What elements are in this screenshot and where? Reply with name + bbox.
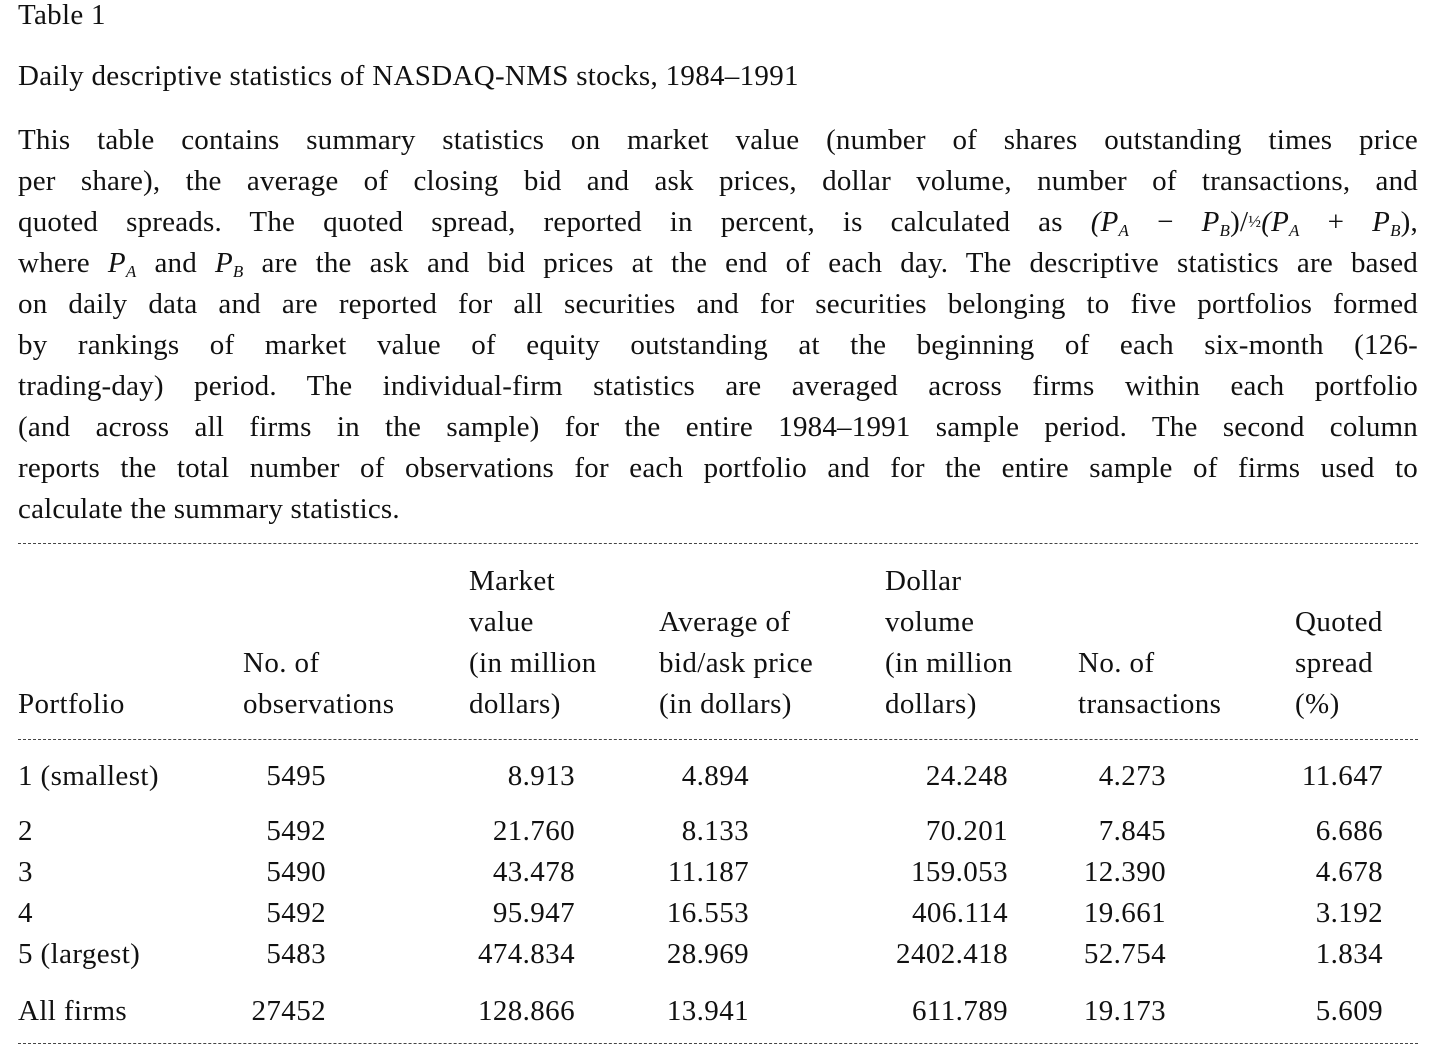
cell-spread-row-6: 5.609 [1315, 995, 1383, 1027]
caption-line-9: reports the total number of observations… [18, 452, 1418, 484]
cell-dollar-volume-row-3: 159.053 [910, 856, 1008, 888]
col-header-avg-price-line-2: Average of [659, 606, 791, 638]
table-bottom-rule [18, 1043, 1418, 1044]
col-header-market-value-line-3: (in million [469, 647, 597, 679]
col-header-market-value-line-1: Market [469, 565, 556, 597]
table-caption: This table contains summary statistics o… [18, 120, 1418, 530]
cell-portfolio-row-4: 4 [18, 897, 33, 929]
cell-spread-row-4: 3.192 [1315, 897, 1383, 929]
col-header-spread-line-2: Quoted [1295, 606, 1383, 638]
cell-market-value-row-6: 128.866 [477, 995, 575, 1027]
cell-avg-price-row-3: 11.187 [667, 856, 749, 888]
cell-observations-row-3: 5490 [266, 856, 326, 888]
cell-spread-row-1: 11.647 [1301, 760, 1383, 792]
cell-transactions-row-5: 52.754 [1083, 938, 1166, 970]
spread-formula: (PA − PB)/½(PA + PB), [1090, 206, 1418, 240]
col-header-dollar-volume-line-4: dollars) [885, 688, 977, 720]
col-header-portfolio-line-4: Portfolio [18, 688, 125, 720]
caption-line-4: where PA and PB are the ask and bid pric… [18, 247, 1418, 281]
col-header-observations-line-3: No. of [243, 647, 320, 679]
cell-avg-price-row-1: 4.894 [681, 760, 749, 792]
cell-spread-row-3: 4.678 [1315, 856, 1383, 888]
cell-dollar-volume-row-5: 2402.418 [896, 938, 1008, 970]
caption-line-10: calculate the summary statistics. [18, 493, 400, 525]
col-header-spread-line-4: (%) [1295, 688, 1340, 720]
caption-line-3: quoted spreads. The quoted spread, repor… [18, 202, 1418, 243]
cell-observations-row-4: 5492 [266, 897, 326, 929]
cell-portfolio-row-1: 1 (smallest) [18, 760, 159, 792]
cell-avg-price-row-6: 13.941 [666, 995, 749, 1027]
cell-portfolio-row-3: 3 [18, 856, 33, 888]
cell-observations-row-2: 5492 [266, 815, 326, 847]
col-header-dollar-volume-line-3: (in million [885, 647, 1013, 679]
cell-portfolio-row-2: 2 [18, 815, 33, 847]
col-header-transactions-line-3: No. of [1078, 647, 1155, 679]
table-top-rule [18, 543, 1418, 544]
col-header-spread-line-3: spread [1295, 647, 1374, 679]
table-title: Daily descriptive statistics of NASDAQ-N… [18, 60, 799, 92]
cell-transactions-row-6: 19.173 [1083, 995, 1166, 1027]
cell-dollar-volume-row-2: 70.201 [925, 815, 1008, 847]
cell-transactions-row-4: 19.661 [1083, 897, 1166, 929]
caption-line-3-text: quoted spreads. The quoted spread, repor… [18, 206, 1091, 238]
col-header-transactions-line-4: transactions [1078, 688, 1222, 720]
col-header-avg-price-line-3: bid/ask price [659, 647, 814, 679]
col-header-avg-price-line-4: (in dollars) [659, 688, 792, 720]
col-header-dollar-volume-line-1: Dollar [885, 565, 962, 597]
cell-avg-price-row-5: 28.969 [666, 938, 749, 970]
caption-line-6: by rankings of market value of equity ou… [18, 329, 1418, 361]
cell-observations-row-6: 27452 [251, 995, 326, 1027]
cell-observations-row-1: 5495 [266, 760, 326, 792]
caption-line-7: trading-day) period. The individual-firm… [18, 370, 1418, 402]
cell-market-value-row-3: 43.478 [492, 856, 575, 888]
caption-line-1: This table contains summary statistics o… [18, 124, 1418, 156]
cell-portfolio-row-5: 5 (largest) [18, 938, 141, 970]
cell-spread-row-2: 6.686 [1315, 815, 1383, 847]
cell-market-value-row-2: 21.760 [492, 815, 575, 847]
header-bottom-rule [18, 739, 1418, 740]
col-header-observations-line-4: observations [243, 688, 395, 720]
cell-spread-row-5: 1.834 [1315, 938, 1383, 970]
cell-transactions-row-2: 7.845 [1098, 815, 1166, 847]
table-label: Table 1 [18, 0, 106, 31]
cell-market-value-row-4: 95.947 [492, 897, 575, 929]
col-header-market-value-line-2: value [469, 606, 534, 638]
caption-line-5: on daily data and are reported for all s… [18, 288, 1418, 320]
caption-line-2: per share), the average of closing bid a… [18, 165, 1418, 197]
cell-market-value-row-5: 474.834 [477, 938, 575, 970]
caption-line-8: (and across all firms in the sample) for… [18, 411, 1418, 443]
cell-avg-price-row-2: 8.133 [681, 815, 749, 847]
cell-dollar-volume-row-1: 24.248 [925, 760, 1008, 792]
cell-dollar-volume-row-6: 611.789 [912, 995, 1008, 1027]
cell-portfolio-row-6: All firms [18, 995, 128, 1027]
col-header-dollar-volume-line-2: volume [885, 606, 975, 638]
cell-observations-row-5: 5483 [266, 938, 326, 970]
cell-transactions-row-1: 4.273 [1098, 760, 1166, 792]
cell-dollar-volume-row-4: 406.114 [912, 897, 1008, 929]
cell-market-value-row-1: 8.913 [507, 760, 575, 792]
col-header-market-value-line-4: dollars) [469, 688, 561, 720]
cell-transactions-row-3: 12.390 [1083, 856, 1166, 888]
cell-avg-price-row-4: 16.553 [666, 897, 749, 929]
